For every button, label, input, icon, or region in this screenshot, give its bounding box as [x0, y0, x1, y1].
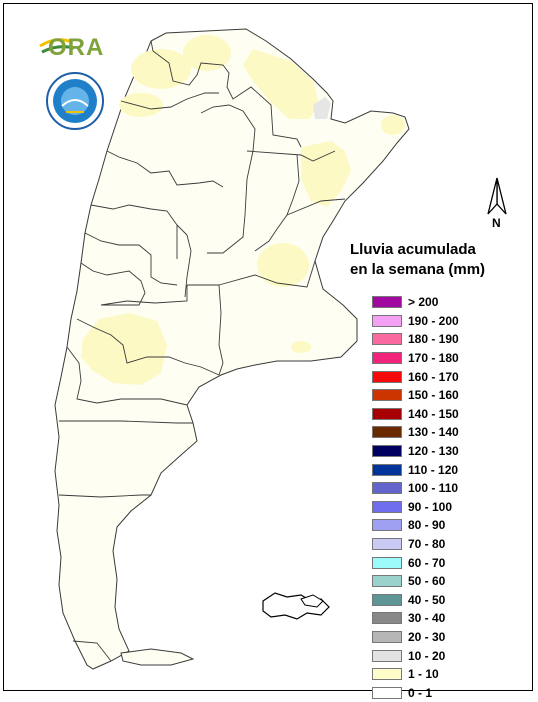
legend-swatch: [372, 407, 402, 420]
legend-label: 20 - 30: [408, 629, 446, 644]
legend-swatch: [372, 649, 402, 662]
legend-swatch: [372, 314, 402, 327]
legend-item: 140 - 150: [372, 405, 522, 424]
legend-label: 170 - 180: [408, 351, 459, 366]
legend-swatch: [372, 352, 402, 365]
legend-label: 130 - 140: [408, 425, 459, 440]
tierra-del-fuego: [120, 648, 195, 666]
legend-label: 1 - 10: [408, 667, 439, 682]
legend-item: 70 - 80: [372, 535, 522, 554]
legend-swatch: [372, 463, 402, 476]
map-frame: ORA N Lluvia acumulada en la semana (mm)…: [3, 3, 533, 700]
ora-logo: ORA: [38, 32, 108, 64]
legend-label: 90 - 100: [408, 499, 453, 514]
legend-label: 70 - 80: [408, 537, 446, 552]
north-label: N: [492, 216, 501, 230]
legend-item: 100 - 110: [372, 479, 522, 498]
legend-label: 40 - 50: [408, 592, 446, 607]
legend-swatch: [372, 333, 402, 346]
legend-item: 20 - 30: [372, 628, 522, 647]
legend-item: 170 - 180: [372, 349, 522, 368]
legend-swatch: [372, 630, 402, 643]
legend-swatch: [372, 612, 402, 625]
legend-swatch: [372, 389, 402, 402]
legend-label: 140 - 150: [408, 406, 459, 421]
legend-label: 150 - 160: [408, 388, 459, 403]
legend-label: 160 - 170: [408, 369, 459, 384]
legend-item: 180 - 190: [372, 330, 522, 349]
legend-item: 190 - 200: [372, 312, 522, 331]
legend-label: 110 - 120: [408, 462, 459, 477]
legend-swatch: [372, 482, 402, 495]
legend-item: 90 - 100: [372, 498, 522, 517]
legend-item: 1 - 10: [372, 665, 522, 684]
legend-swatch: [372, 575, 402, 588]
province-boundaries: [58, 40, 346, 662]
legend-title-line-1: Lluvia acumulada: [350, 241, 476, 258]
legend-label: 80 - 90: [408, 518, 446, 533]
legend-item: 60 - 70: [372, 553, 522, 572]
legend-swatch: [372, 426, 402, 439]
ora-logo-text: ORA: [48, 34, 105, 61]
malvinas-east: [300, 594, 324, 608]
legend-swatch: [372, 686, 402, 699]
legend-item: 40 - 50: [372, 591, 522, 610]
legend-item: 30 - 40: [372, 609, 522, 628]
legend-swatch: [372, 370, 402, 383]
legend-swatch: [372, 296, 402, 309]
legend-label: 180 - 190: [408, 332, 459, 347]
legend-swatch: [372, 445, 402, 458]
malvinas-islands: [262, 592, 330, 620]
north-arrow: N: [486, 176, 508, 230]
legend-swatch: [372, 556, 402, 569]
legend-title-line-2: en la semana (mm): [350, 261, 486, 278]
legend-item: 0 - 1: [372, 683, 522, 702]
legend-label: 100 - 110: [408, 481, 459, 496]
legend-item: 10 - 20: [372, 646, 522, 665]
legend-item: 110 - 120: [372, 460, 522, 479]
legend-label: 50 - 60: [408, 574, 446, 589]
legend-swatch: [372, 519, 402, 532]
legend-item: 150 - 160: [372, 386, 522, 405]
legend-item: 50 - 60: [372, 572, 522, 591]
legend-item: 120 - 130: [372, 442, 522, 461]
legend-swatch: [372, 668, 402, 681]
legend: > 200 190 - 200 180 - 190 170 - 180 160 - 17…: [372, 293, 522, 702]
legend-label: 120 - 130: [408, 444, 459, 459]
legend-label: 30 - 40: [408, 611, 446, 626]
legend-title: Lluvia acumulada en la semana (mm): [350, 240, 530, 280]
legend-label: > 200: [408, 295, 439, 310]
legend-item: 130 - 140: [372, 423, 522, 442]
seal-logo: [46, 72, 104, 130]
legend-item: > 200: [372, 293, 522, 312]
argentina-map: [54, 28, 410, 670]
legend-item: 160 - 170: [372, 367, 522, 386]
legend-label: 60 - 70: [408, 555, 446, 570]
legend-swatch: [372, 538, 402, 551]
legend-swatch: [372, 593, 402, 606]
north-arrow-icon: [487, 177, 507, 215]
legend-label: 10 - 20: [408, 648, 446, 663]
rain-area-10-20: [313, 97, 331, 119]
legend-label: 0 - 1: [408, 685, 433, 700]
legend-label: 190 - 200: [408, 313, 459, 328]
legend-item: 80 - 90: [372, 516, 522, 535]
legend-swatch: [372, 500, 402, 513]
